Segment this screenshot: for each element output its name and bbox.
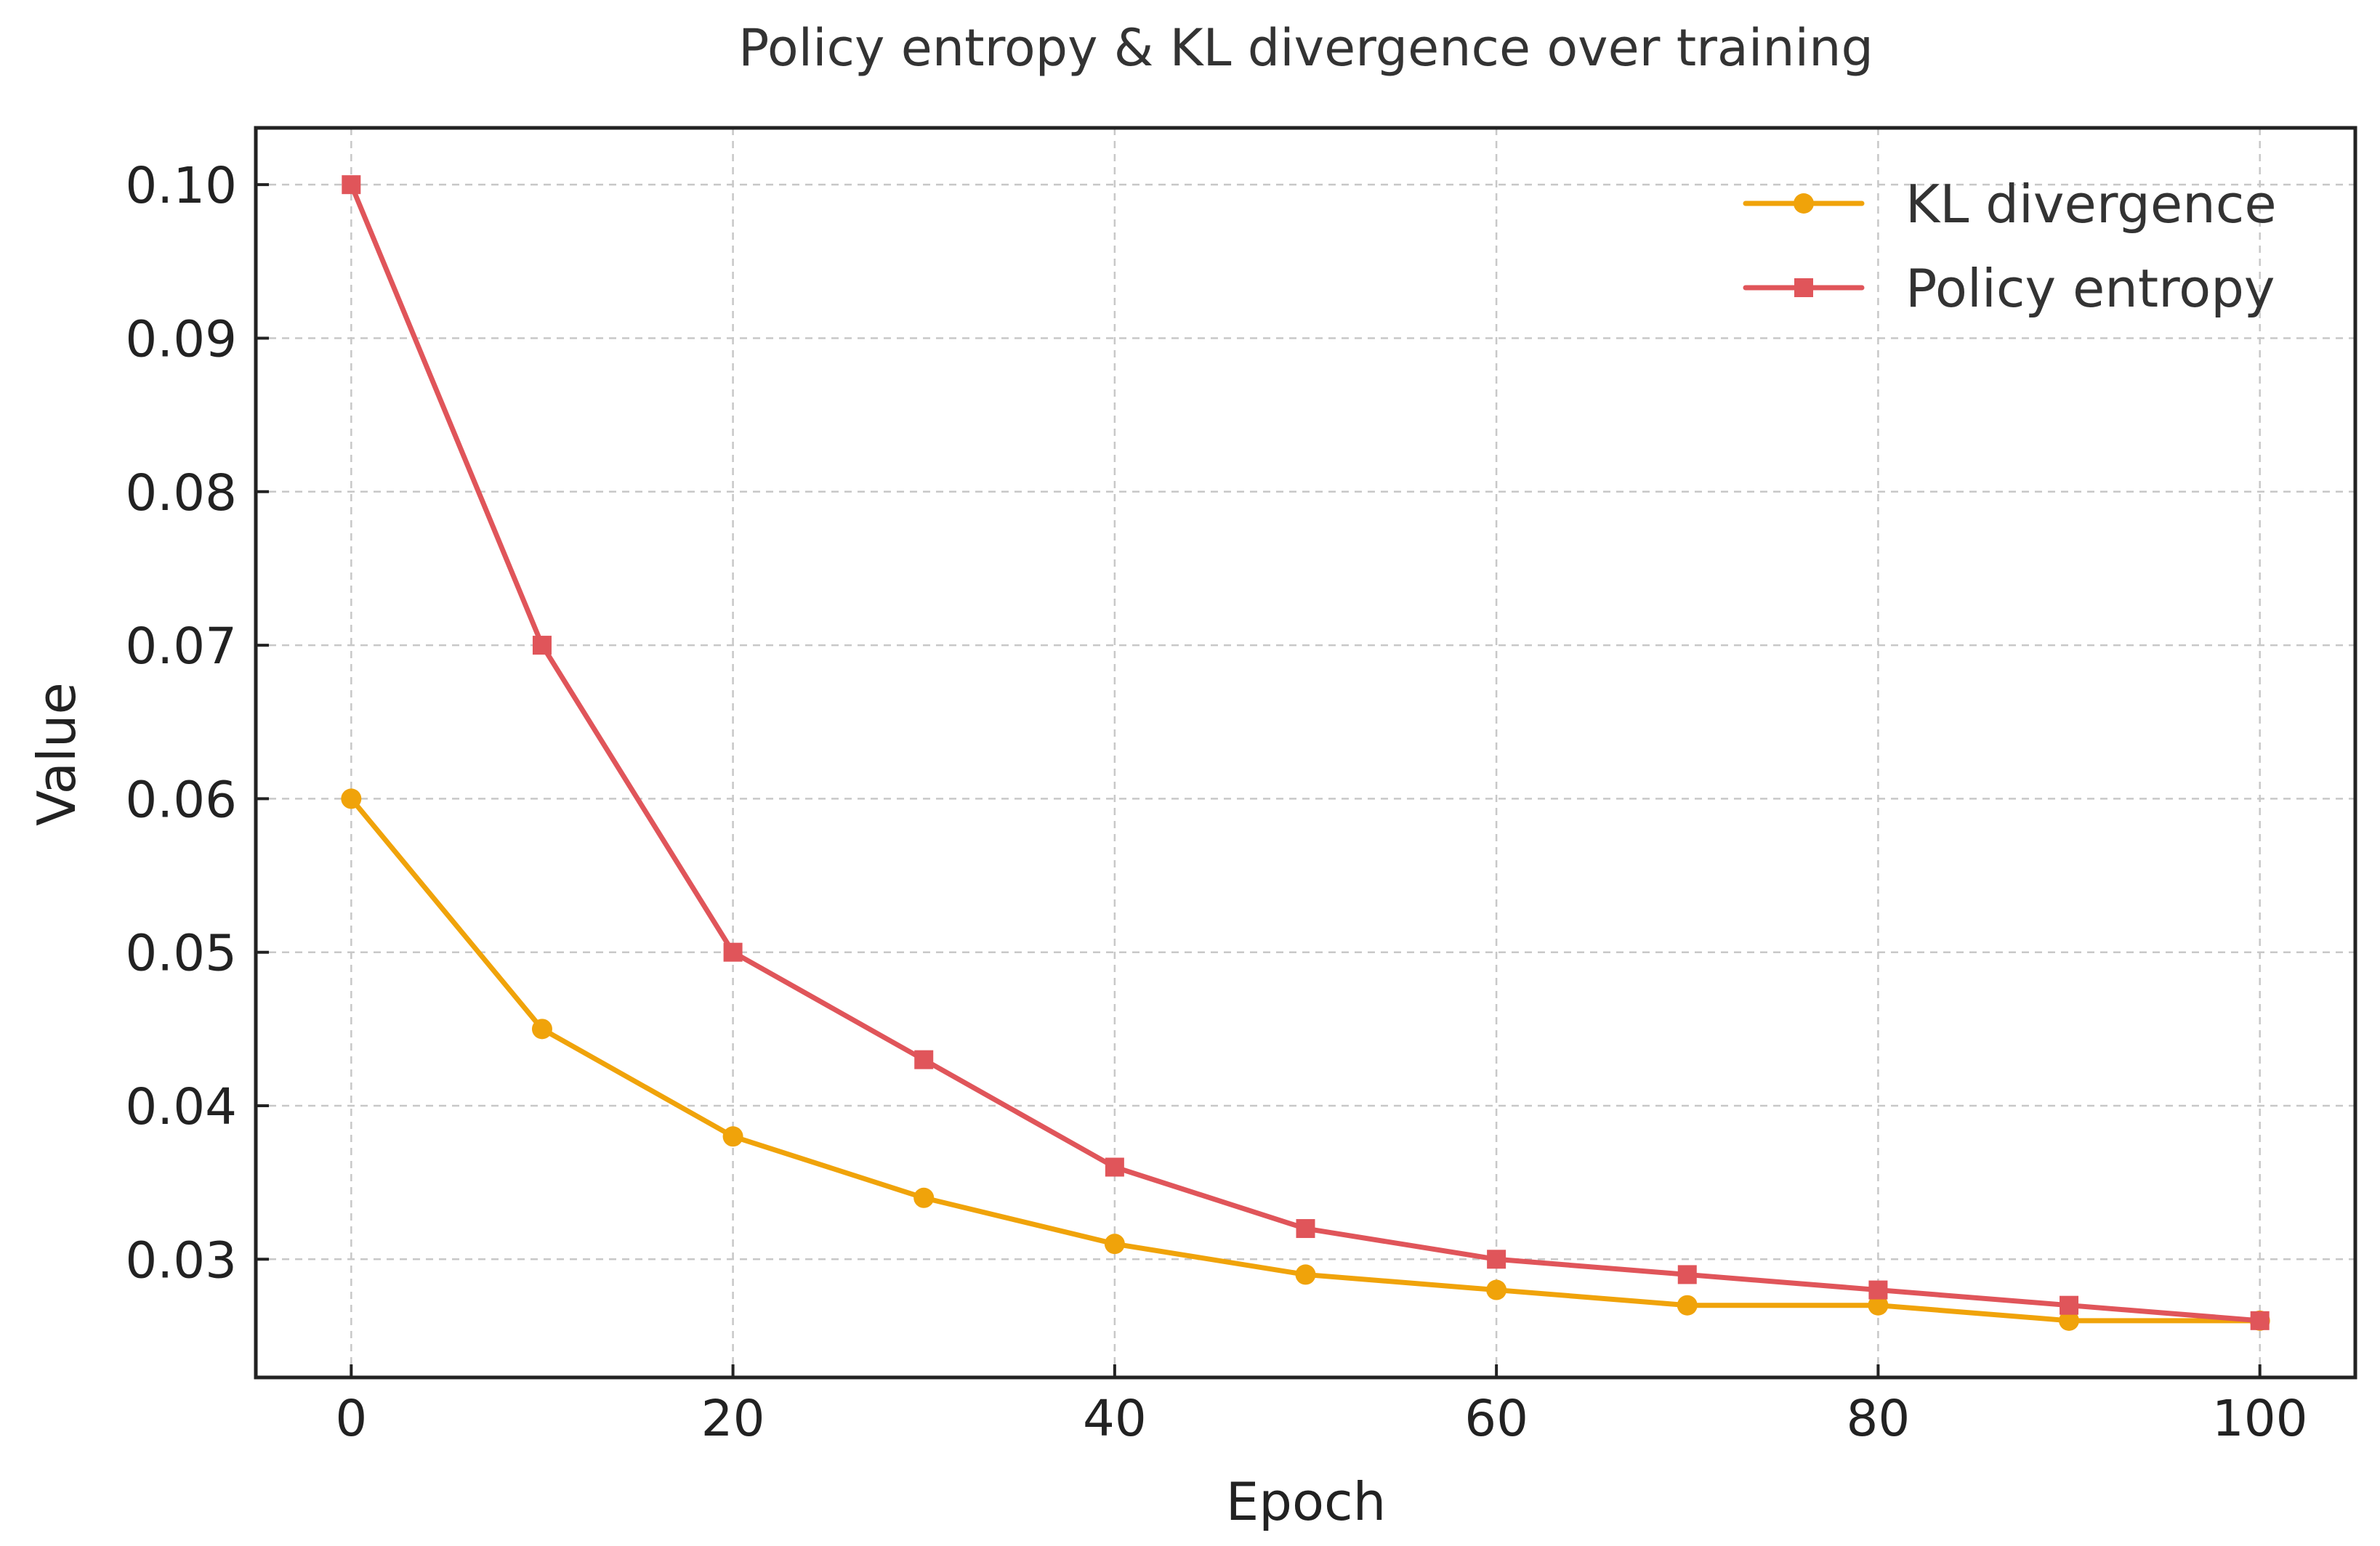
y-tick-label: 0.06: [125, 771, 237, 829]
plot-frame: [254, 126, 2357, 1380]
policy-entropy-point: [1868, 1280, 1888, 1300]
x-tick-label: 40: [1083, 1390, 1147, 1448]
kl-divergence-point: [341, 788, 362, 809]
kl-divergence-point: [913, 1187, 935, 1208]
legend-label: KL divergence: [1905, 174, 2277, 235]
series-policy-entropy: [342, 175, 2270, 1330]
y-tick-label: 0.05: [125, 925, 237, 983]
kl-divergence-point: [531, 1019, 552, 1040]
kl-divergence-point: [1295, 1264, 1316, 1285]
policy-entropy-point: [342, 175, 361, 195]
policy-entropy-point: [2060, 1295, 2079, 1315]
kl-divergence-point: [1486, 1279, 1507, 1300]
plot-series: [341, 175, 2270, 1331]
y-tick-label: 0.03: [125, 1231, 237, 1290]
y-tick-label: 0.10: [125, 157, 237, 215]
policy-entropy-point: [532, 636, 552, 655]
policy-entropy-point: [2250, 1311, 2270, 1330]
legend-swatch-marker: [1794, 193, 1814, 214]
legend-label: Policy entropy: [1905, 258, 2275, 319]
legend: KL divergence Policy entropy: [1743, 174, 2277, 319]
policy-entropy-point: [723, 942, 743, 962]
x-tick-label: 0: [335, 1390, 367, 1448]
chart-title: Policy entropy & KL divergence over trai…: [738, 18, 1873, 78]
x-tick-label: 80: [1847, 1390, 1911, 1448]
x-axis-label: Epoch: [1226, 1471, 1386, 1532]
x-tick-label: 20: [701, 1390, 765, 1448]
policy-entropy-point: [1105, 1157, 1124, 1177]
x-tick-label: 60: [1464, 1390, 1528, 1448]
axis-ticks: 0 20 40 60 80 100 0.03 0.04 0.05 0.06 0.07 0.08 0.09…: [125, 157, 2307, 1448]
policy-entropy-point: [914, 1050, 934, 1069]
kl-divergence-point: [1868, 1295, 1889, 1316]
y-tick-label: 0.07: [125, 618, 237, 676]
y-tick-label: 0.04: [125, 1078, 237, 1136]
kl-divergence-point: [1677, 1295, 1698, 1316]
y-tick-label: 0.08: [125, 464, 237, 522]
legend-item-policy-entropy: Policy entropy: [1743, 258, 2275, 319]
y-axis-label: Value: [26, 682, 87, 826]
legend-item-kl-divergence: KL divergence: [1743, 174, 2277, 235]
x-tick-label: 100: [2212, 1390, 2308, 1448]
legend-swatch-marker: [1794, 278, 1813, 297]
grid: [256, 128, 2355, 1377]
policy-entropy-point: [1487, 1250, 1506, 1269]
series-kl-divergence: [341, 788, 2270, 1331]
kl-divergence-point: [2059, 1310, 2080, 1331]
policy-entropy-point: [1677, 1265, 1697, 1284]
kl-divergence-point: [722, 1126, 743, 1147]
kl-divergence-line: [348, 796, 2263, 1324]
policy-entropy-point: [1296, 1219, 1315, 1239]
policy-entropy-line: [348, 182, 2263, 1324]
y-tick-label: 0.09: [125, 310, 237, 368]
kl-divergence-point: [1104, 1234, 1125, 1255]
